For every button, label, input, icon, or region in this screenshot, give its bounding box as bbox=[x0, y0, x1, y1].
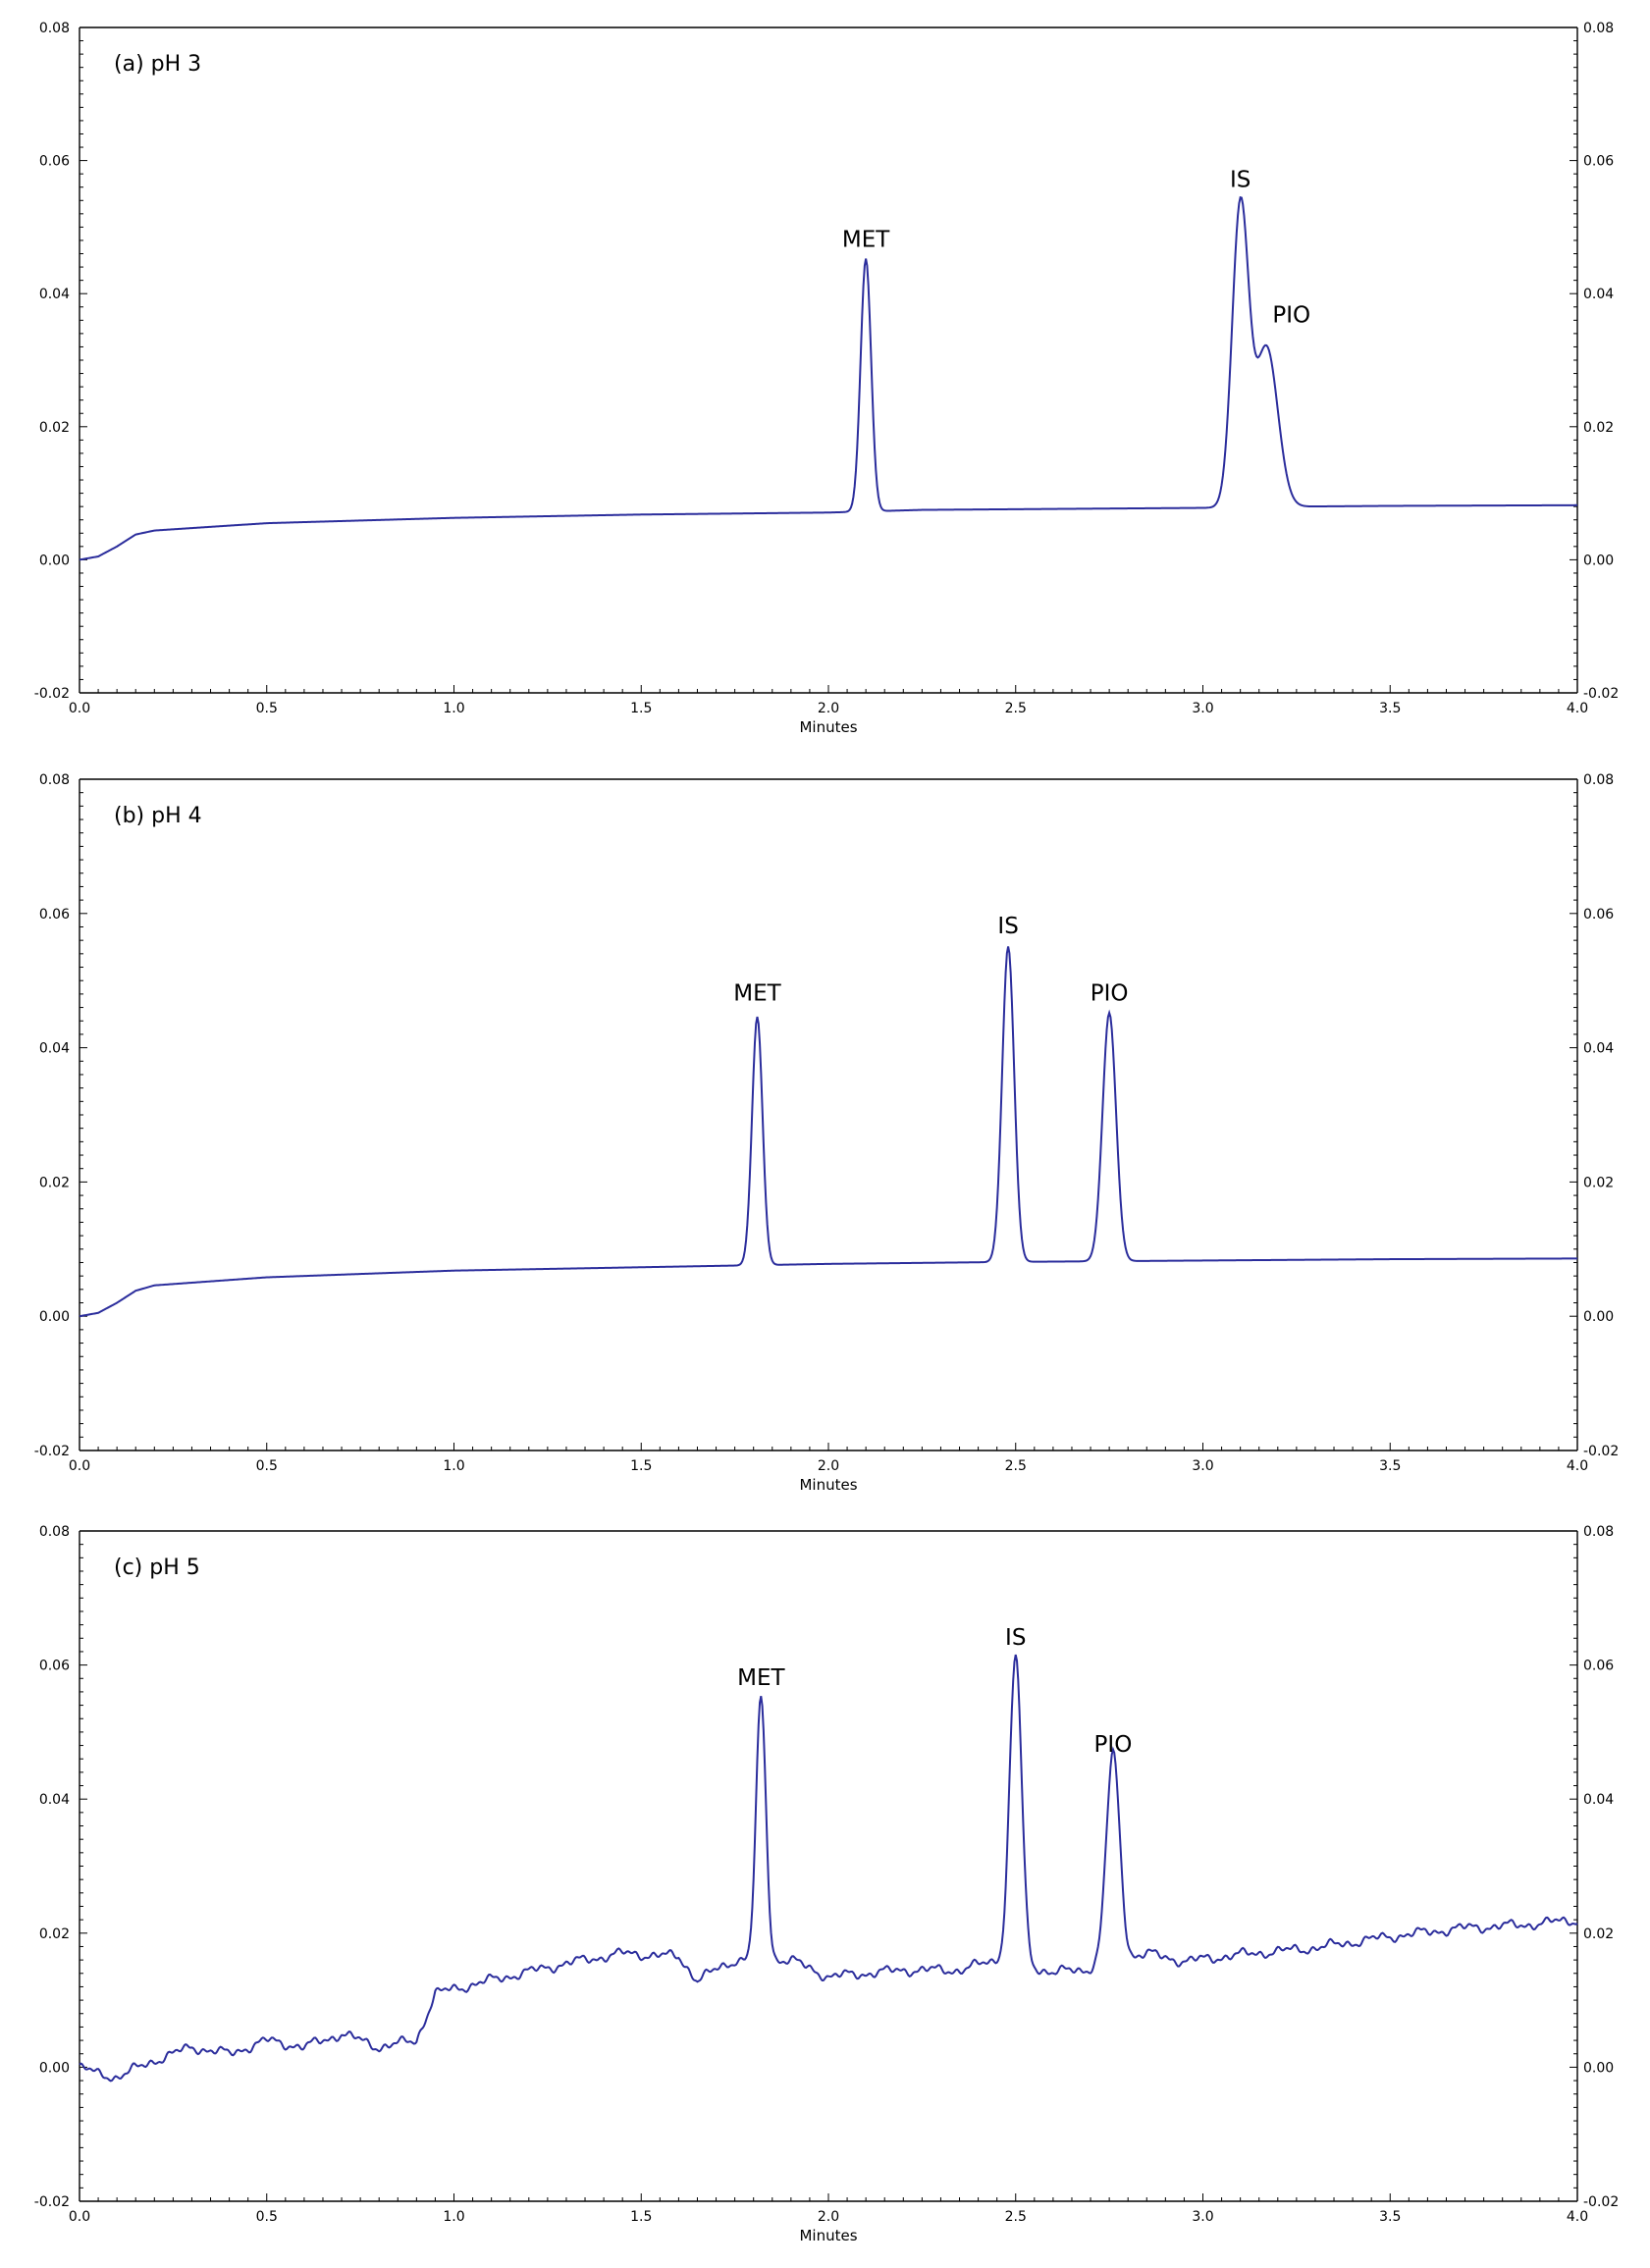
x-tick-label: 4.0 bbox=[1567, 1458, 1588, 1474]
y-tick-label-right: 0.08 bbox=[1583, 1524, 1614, 1540]
y-tick-label: 0.06 bbox=[39, 1659, 70, 1674]
y-tick-label-right: 0.02 bbox=[1583, 1926, 1614, 1942]
y-tick-label-right: 0.02 bbox=[1583, 1175, 1614, 1190]
x-tick-label: 0.0 bbox=[69, 2209, 90, 2225]
x-axis-title: Minutes bbox=[799, 2227, 857, 2244]
panel-label-c: (c) pH 5 bbox=[114, 1556, 200, 1580]
y-tick-label: -0.02 bbox=[34, 2194, 70, 2210]
x-tick-label: 3.5 bbox=[1379, 1458, 1401, 1474]
x-tick-label: 4.0 bbox=[1567, 2209, 1588, 2225]
chromatogram-panel-c: -0.02 -0.02 0.00 0.00 0.02 0.02 0.04 0.04 0.06 0.… bbox=[34, 1524, 1619, 2244]
y-tick-label-right: 0.08 bbox=[1583, 772, 1614, 788]
x-axis-title: Minutes bbox=[799, 1476, 857, 1494]
y-tick-label: 0.04 bbox=[39, 1792, 70, 1808]
y-tick-label-right: 0.06 bbox=[1583, 154, 1614, 170]
x-tick-label: 4.0 bbox=[1567, 701, 1588, 716]
chromatogram-trace-c bbox=[79, 1654, 1578, 2083]
x-tick-label: 3.0 bbox=[1192, 2209, 1213, 2225]
y-tick-label-right: -0.02 bbox=[1583, 686, 1619, 702]
y-tick-label-right: 0.06 bbox=[1583, 907, 1614, 923]
x-tick-label: 1.5 bbox=[630, 2209, 652, 2225]
y-tick-label-right: 0.00 bbox=[1583, 2060, 1614, 2076]
peak-label-pio: PIO bbox=[1272, 302, 1310, 328]
y-tick-label-right: -0.02 bbox=[1583, 1444, 1619, 1459]
y-tick-label-right: 0.00 bbox=[1583, 1309, 1614, 1325]
peak-label-is: IS bbox=[997, 914, 1018, 939]
y-tick-label-right: 0.04 bbox=[1583, 1792, 1614, 1808]
x-tick-label: 2.0 bbox=[818, 1458, 839, 1474]
peak-label-met: MET bbox=[842, 227, 890, 252]
chromatogram-panel-b: -0.02 -0.02 0.00 0.00 0.02 0.02 0.04 0.04 0.06 0.… bbox=[34, 772, 1619, 1494]
x-tick-label: 2.5 bbox=[1005, 2209, 1027, 2225]
chromatogram-panel-a: -0.02 -0.02 0.00 0.00 0.02 0.02 0.04 0.04 0.06 0.… bbox=[34, 21, 1619, 736]
y-tick-label: 0.02 bbox=[39, 1175, 70, 1190]
y-tick-label: -0.02 bbox=[34, 1444, 70, 1459]
y-tick-label: 0.00 bbox=[39, 1309, 70, 1325]
y-tick-label: 0.08 bbox=[39, 21, 70, 36]
x-tick-label: 1.5 bbox=[630, 701, 652, 716]
y-tick-label-right: -0.02 bbox=[1583, 2194, 1619, 2210]
x-tick-label: 2.5 bbox=[1005, 701, 1027, 716]
y-tick-label: 0.06 bbox=[39, 907, 70, 923]
x-tick-label: 2.5 bbox=[1005, 1458, 1027, 1474]
y-tick-label: 0.00 bbox=[39, 553, 70, 568]
peak-label-pio: PIO bbox=[1094, 1732, 1133, 1758]
peak-label-met: MET bbox=[737, 1665, 785, 1691]
peak-label-is: IS bbox=[1230, 167, 1251, 192]
y-tick-label: 0.00 bbox=[39, 2060, 70, 2076]
chromatogram-trace-b bbox=[79, 946, 1577, 1318]
x-tick-label: 3.5 bbox=[1379, 701, 1401, 716]
x-tick-label: 0.5 bbox=[256, 2209, 278, 2225]
x-tick-label: 2.0 bbox=[818, 2209, 839, 2225]
y-tick-label: 0.02 bbox=[39, 1926, 70, 1942]
x-axis-title: Minutes bbox=[799, 718, 857, 736]
x-tick-label: 1.0 bbox=[443, 2209, 464, 2225]
y-tick-label-right: 0.02 bbox=[1583, 420, 1614, 436]
y-tick-label-right: 0.04 bbox=[1583, 287, 1614, 302]
x-tick-label: 3.0 bbox=[1192, 701, 1213, 716]
peak-label-met: MET bbox=[733, 980, 781, 1006]
y-tick-label-right: 0.08 bbox=[1583, 21, 1614, 36]
x-tick-label: 1.0 bbox=[443, 701, 464, 716]
y-tick-label: -0.02 bbox=[34, 686, 70, 702]
y-tick-label: 0.04 bbox=[39, 287, 70, 302]
y-tick-label: 0.04 bbox=[39, 1041, 70, 1057]
x-tick-label: 0.0 bbox=[69, 701, 90, 716]
x-tick-label: 1.0 bbox=[443, 1458, 464, 1474]
x-tick-label: 0.5 bbox=[256, 701, 278, 716]
y-tick-label: 0.02 bbox=[39, 420, 70, 436]
y-tick-label-right: 0.06 bbox=[1583, 1659, 1614, 1674]
y-tick-label-right: 0.00 bbox=[1583, 553, 1614, 568]
panel-label-b: (b) pH 4 bbox=[114, 804, 202, 828]
x-tick-label: 0.0 bbox=[69, 1458, 90, 1474]
peak-label-is: IS bbox=[1005, 1625, 1026, 1651]
x-tick-label: 3.0 bbox=[1192, 1458, 1213, 1474]
y-tick-label: 0.08 bbox=[39, 1524, 70, 1540]
chromatogram-trace-a bbox=[79, 195, 1578, 561]
x-tick-label: 3.5 bbox=[1379, 2209, 1401, 2225]
y-tick-label: 0.06 bbox=[39, 154, 70, 170]
x-tick-label: 2.0 bbox=[818, 701, 839, 716]
y-tick-label: 0.08 bbox=[39, 772, 70, 788]
panel-label-a: (a) pH 3 bbox=[114, 52, 201, 77]
y-tick-label-right: 0.04 bbox=[1583, 1041, 1614, 1057]
peak-label-pio: PIO bbox=[1091, 980, 1129, 1006]
x-tick-label: 1.5 bbox=[630, 1458, 652, 1474]
x-tick-label: 0.5 bbox=[256, 1458, 278, 1474]
